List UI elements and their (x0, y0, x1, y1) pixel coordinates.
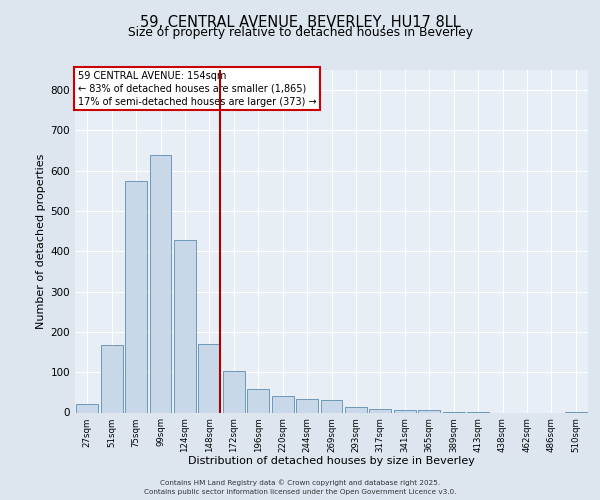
Bar (370, 410, 391, 412)
Bar (345, 407, 367, 412)
Bar (272, 396, 293, 412)
Text: 59 CENTRAL AVENUE: 154sqm
← 83% of detached houses are smaller (1,865)
17% of se: 59 CENTRAL AVENUE: 154sqm ← 83% of detac… (77, 70, 316, 107)
Bar (320, 400, 343, 412)
Bar (394, 410, 416, 412)
Bar (174, 240, 196, 412)
Bar (199, 344, 220, 412)
Bar (149, 156, 172, 412)
Bar (76, 404, 98, 412)
Text: Size of property relative to detached houses in Beverley: Size of property relative to detached ho… (128, 26, 473, 39)
Bar (418, 410, 440, 412)
Bar (125, 181, 147, 412)
Text: Contains public sector information licensed under the Open Government Licence v3: Contains public sector information licen… (144, 489, 456, 495)
Bar (223, 372, 245, 412)
Bar (101, 345, 122, 412)
Bar (247, 389, 269, 412)
Text: Contains HM Land Registry data © Crown copyright and database right 2025.: Contains HM Land Registry data © Crown c… (160, 480, 440, 486)
Text: 59, CENTRAL AVENUE, BEVERLEY, HU17 8LL: 59, CENTRAL AVENUE, BEVERLEY, HU17 8LL (140, 15, 460, 30)
X-axis label: Distribution of detached houses by size in Beverley: Distribution of detached houses by size … (188, 456, 475, 466)
Bar (296, 399, 318, 412)
Y-axis label: Number of detached properties: Number of detached properties (37, 154, 46, 329)
